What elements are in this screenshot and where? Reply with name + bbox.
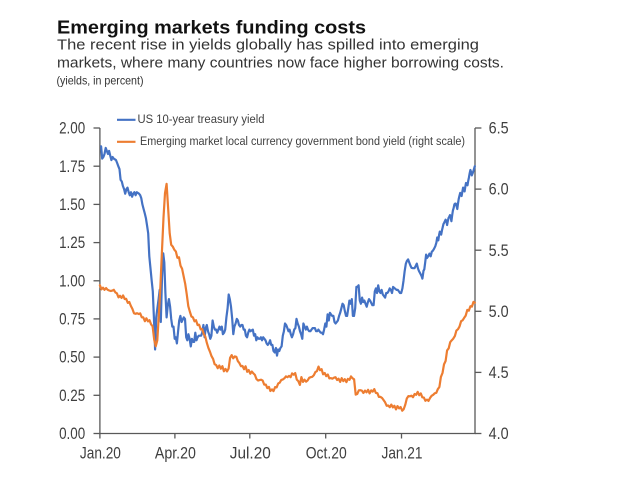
svg-text:US 10-year treasury yield: US 10-year treasury yield <box>138 112 265 126</box>
svg-text:Emerging market local currency: Emerging market local currency governmen… <box>140 134 465 148</box>
svg-text:markets, where many countries: markets, where many countries now face h… <box>57 55 504 72</box>
svg-text:5.5: 5.5 <box>489 242 509 260</box>
svg-text:Oct.20: Oct.20 <box>306 445 347 463</box>
svg-text:1.50: 1.50 <box>59 196 85 214</box>
svg-text:1.00: 1.00 <box>59 272 85 290</box>
svg-text:6.0: 6.0 <box>489 181 509 199</box>
svg-text:The recent rise in yields glob: The recent rise in yields globally has s… <box>57 37 479 54</box>
svg-text:1.75: 1.75 <box>59 158 85 176</box>
svg-text:Emerging markets funding costs: Emerging markets funding costs <box>57 17 366 38</box>
svg-text:6.5: 6.5 <box>489 120 509 138</box>
svg-text:0.75: 0.75 <box>59 311 85 329</box>
svg-text:0.50: 0.50 <box>59 349 85 367</box>
svg-text:4.5: 4.5 <box>489 364 509 382</box>
svg-text:Apr.20: Apr.20 <box>155 445 196 463</box>
svg-text:Jan.21: Jan.21 <box>382 445 423 463</box>
svg-text:Jul.20: Jul.20 <box>230 445 271 463</box>
svg-text:(yields, in percent): (yields, in percent) <box>57 75 144 88</box>
svg-text:5.0: 5.0 <box>489 303 509 321</box>
svg-text:Jan.20: Jan.20 <box>80 445 121 463</box>
svg-text:0.00: 0.00 <box>59 425 85 443</box>
svg-text:1.25: 1.25 <box>59 234 85 252</box>
svg-text:0.25: 0.25 <box>59 387 85 405</box>
svg-text:2.00: 2.00 <box>59 120 85 138</box>
svg-text:4.0: 4.0 <box>489 425 509 443</box>
